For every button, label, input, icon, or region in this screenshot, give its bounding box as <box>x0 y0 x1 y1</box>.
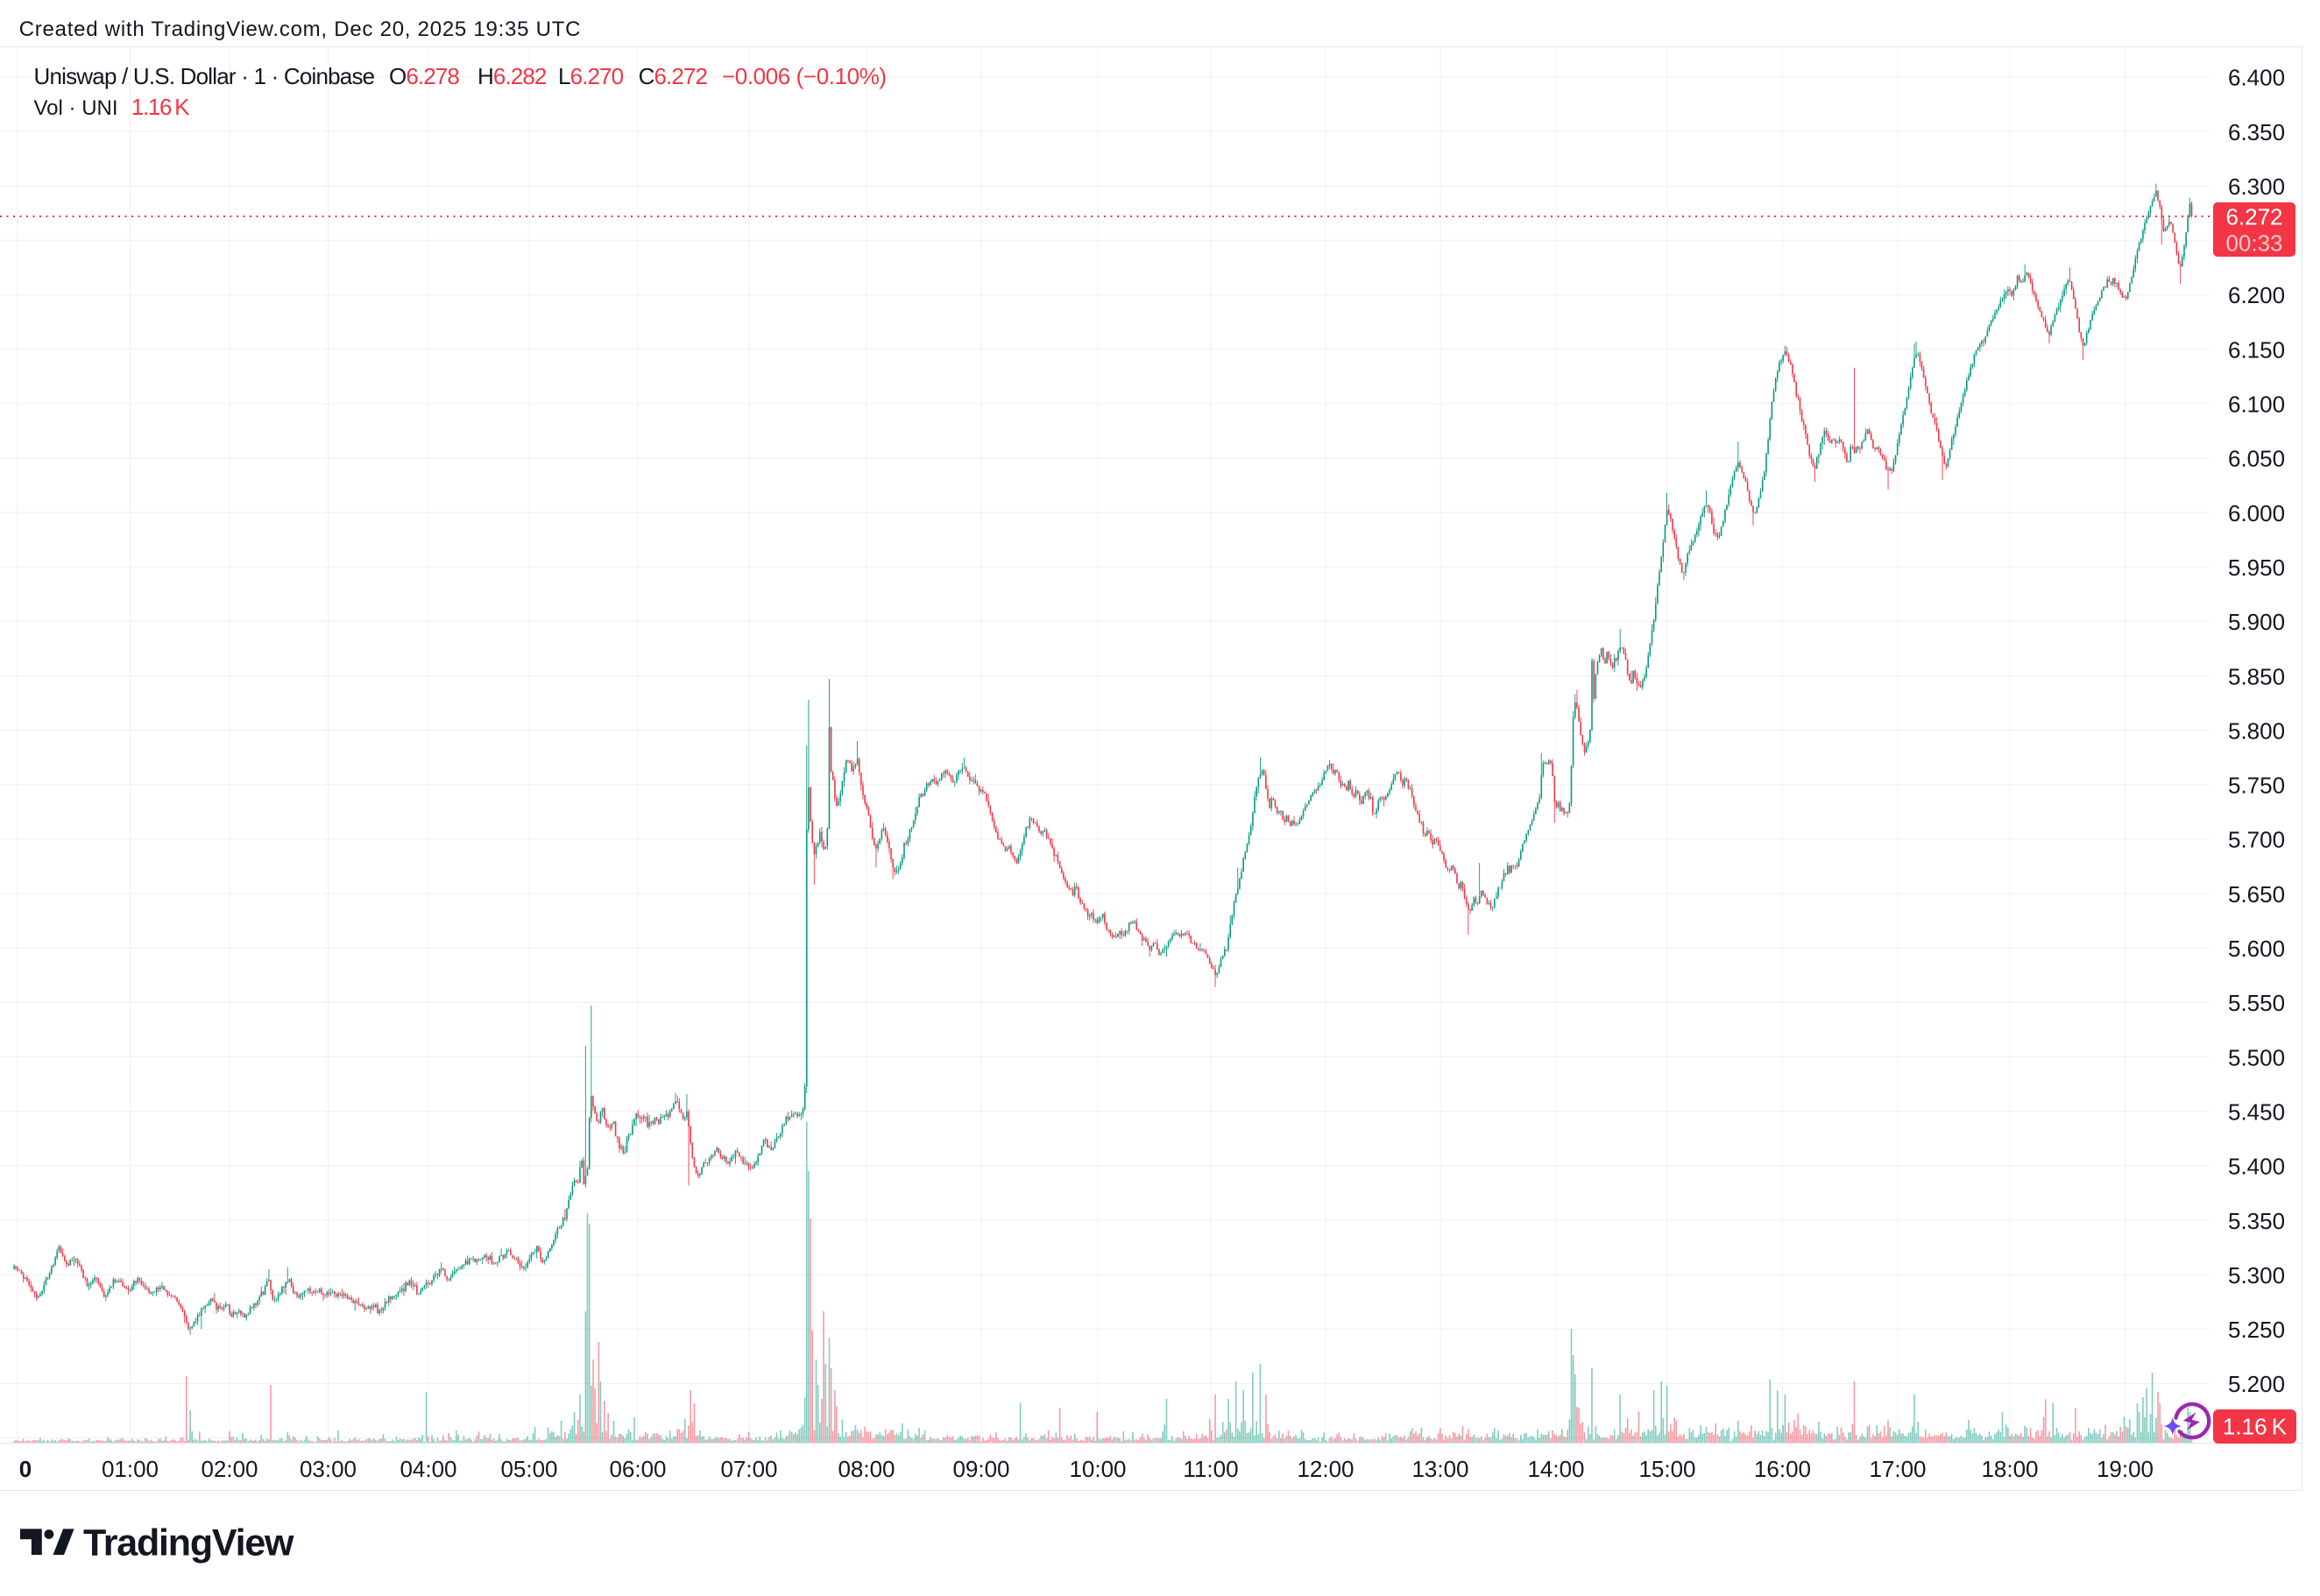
svg-text:5.900: 5.900 <box>2228 609 2285 635</box>
svg-text:03:00: 03:00 <box>300 1456 357 1482</box>
svg-text:0: 0 <box>19 1456 32 1482</box>
svg-text:5.450: 5.450 <box>2228 1099 2285 1126</box>
svg-text:5.200: 5.200 <box>2228 1371 2285 1397</box>
svg-text:5.500: 5.500 <box>2228 1044 2285 1070</box>
svg-text:C6.272: C6.272 <box>639 63 708 89</box>
svg-text:6.400: 6.400 <box>2228 65 2285 91</box>
svg-text:01:00: 01:00 <box>102 1456 159 1482</box>
svg-text:−0.006 (−0.10%): −0.006 (−0.10%) <box>722 63 887 89</box>
svg-text:10:00: 10:00 <box>1069 1456 1126 1482</box>
svg-text:07:00: 07:00 <box>720 1456 777 1482</box>
svg-text:5.300: 5.300 <box>2228 1262 2285 1289</box>
svg-text:O6.278: O6.278 <box>389 63 459 89</box>
svg-text:6.000: 6.000 <box>2228 500 2285 526</box>
svg-text:04:00: 04:00 <box>400 1456 456 1482</box>
svg-text:08:00: 08:00 <box>838 1456 895 1482</box>
svg-text:1.16 K: 1.16 K <box>2223 1414 2288 1440</box>
svg-text:Vol · UNI: Vol · UNI <box>34 96 118 120</box>
svg-text:02:00: 02:00 <box>201 1456 258 1482</box>
svg-text:5.850: 5.850 <box>2228 663 2285 689</box>
svg-text:05:00: 05:00 <box>500 1456 557 1482</box>
svg-text:06:00: 06:00 <box>609 1456 666 1482</box>
svg-text:13:00: 13:00 <box>1411 1456 1468 1482</box>
svg-text:5.950: 5.950 <box>2228 554 2285 581</box>
svg-text:18:00: 18:00 <box>1981 1456 2038 1482</box>
svg-text:6.150: 6.150 <box>2228 336 2285 363</box>
svg-text:5.700: 5.700 <box>2228 827 2285 853</box>
svg-text:00:33: 00:33 <box>2225 230 2282 257</box>
svg-text:L6.270: L6.270 <box>558 63 624 89</box>
svg-text:5.250: 5.250 <box>2228 1317 2285 1343</box>
svg-text:5.400: 5.400 <box>2228 1154 2285 1180</box>
svg-text:TradingView: TradingView <box>83 1522 294 1564</box>
svg-text:5.750: 5.750 <box>2228 773 2285 799</box>
svg-text:5.600: 5.600 <box>2228 936 2285 962</box>
svg-text:6.200: 6.200 <box>2228 282 2285 308</box>
svg-text:15:00: 15:00 <box>1638 1456 1695 1482</box>
svg-text:Uniswap / U.S. Dollar · 1 · Co: Uniswap / U.S. Dollar · 1 · Coinbase <box>34 63 375 89</box>
svg-text:14:00: 14:00 <box>1527 1456 1584 1482</box>
svg-text:12:00: 12:00 <box>1297 1456 1354 1482</box>
svg-text:16:00: 16:00 <box>1754 1456 1811 1482</box>
svg-text:5.350: 5.350 <box>2228 1208 2285 1234</box>
svg-text:6.272: 6.272 <box>2225 204 2282 230</box>
svg-text:H6.282: H6.282 <box>477 63 547 89</box>
svg-text:5.800: 5.800 <box>2228 717 2285 744</box>
svg-text:5.650: 5.650 <box>2228 881 2285 907</box>
svg-text:Created with TradingView.com,: Created with TradingView.com, Dec 20, 20… <box>19 18 582 41</box>
svg-text:09:00: 09:00 <box>952 1456 1009 1482</box>
svg-text:19:00: 19:00 <box>2097 1456 2154 1482</box>
svg-text:5.550: 5.550 <box>2228 990 2285 1016</box>
svg-text:6.300: 6.300 <box>2228 173 2285 200</box>
svg-text:6.050: 6.050 <box>2228 446 2285 472</box>
svg-text:6.350: 6.350 <box>2228 119 2285 145</box>
svg-text:17:00: 17:00 <box>1869 1456 1926 1482</box>
svg-text:11:00: 11:00 <box>1183 1456 1238 1482</box>
svg-text:1.16 K: 1.16 K <box>131 94 190 120</box>
svg-text:6.100: 6.100 <box>2228 392 2285 418</box>
